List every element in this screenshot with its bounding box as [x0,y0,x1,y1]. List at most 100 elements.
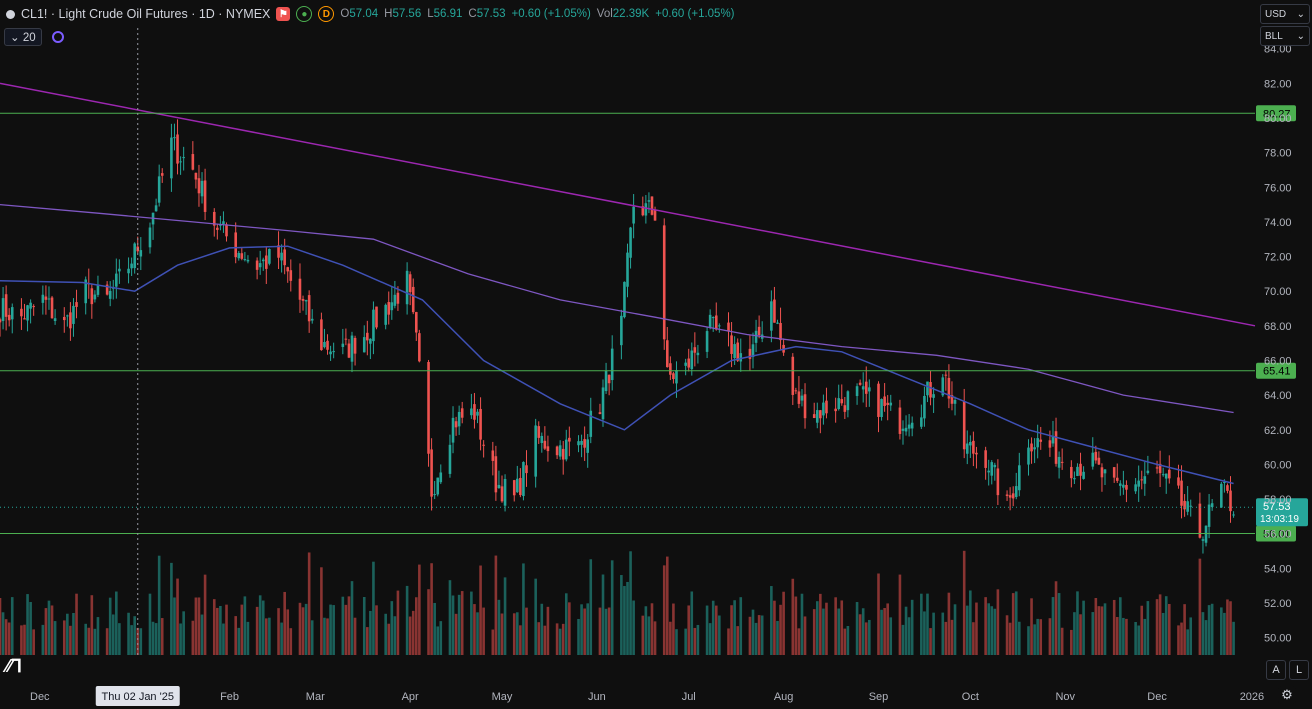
volume-bar [258,595,262,655]
candle-body [534,425,537,477]
candle-body [1039,439,1043,442]
volume-bars [0,550,1235,655]
volume-bar [727,628,730,655]
candle-body [1186,501,1189,512]
volume-bar [1030,598,1033,655]
candle-body [133,243,136,269]
log-scale-button[interactable]: L [1289,660,1309,680]
candle-body [757,326,761,336]
candle-body [191,154,195,170]
volume-bar [1008,622,1012,655]
volume-bar [20,625,23,655]
volume-bar [669,621,672,655]
y-tick-label: 58.00 [1264,494,1292,506]
volume-bar [127,612,130,655]
candle-body [861,386,865,390]
candle-body [730,335,733,354]
symbol-header: CL1! · Light Crude Oil Futures · 1D · NY… [0,0,1240,28]
auto-scale-button[interactable]: A [1266,660,1286,680]
candle-body [1008,495,1012,498]
candle-body [375,306,378,328]
volume-bar [268,617,271,655]
candle-body [1183,500,1186,510]
y-tick-label: 68.00 [1264,321,1292,333]
volume-bar [1161,612,1165,655]
symbol-title[interactable]: CL1! · Light Crude Oil Futures · 1D · NY… [21,7,271,21]
candle-body [390,302,394,311]
volume-bar [696,624,700,655]
candle-body [1079,463,1082,476]
volume-bar [1091,612,1095,655]
volume-bar [800,593,804,655]
candle-body [1030,443,1033,452]
candle-body [883,396,886,406]
volume-bar [580,604,583,655]
volume-bar [794,596,798,655]
volume-bar [23,624,26,655]
candle-body [393,294,397,306]
candle-body [280,252,283,261]
volume-bar [868,619,871,655]
volume-bar [714,605,718,655]
volume-bar [748,616,752,655]
candle-body [1091,452,1095,467]
candle-body [641,206,645,216]
volume-bar [751,609,755,655]
volume-bar [329,604,332,655]
volume-bar [41,624,45,655]
volume-bar [754,622,758,655]
candle-body [751,344,755,357]
volume-bar [277,608,280,655]
candle-body [653,209,657,221]
volume-bar [216,607,219,655]
candle-body [1073,478,1076,480]
candle-body [179,161,182,163]
volume-bar [237,627,241,655]
candle-body [457,411,461,427]
volume-bar [1027,626,1030,655]
volume-bar [369,610,372,655]
candle-body [969,441,972,446]
volume-bar [326,618,329,655]
chevron-down-icon: ⌄ [1296,8,1305,20]
volume-bar [433,602,436,655]
candle-body [148,227,152,248]
volume-bar [448,580,452,655]
volume-bar [779,604,782,655]
candle-body [690,350,694,370]
volume-bar [840,600,844,655]
currency-select[interactable]: USD ⌄ [1260,4,1310,24]
volume-bar [219,605,222,655]
volume-bar [858,614,862,655]
last-price-badge [1256,498,1308,527]
candle-body [176,134,179,164]
volume-bar [644,606,648,655]
candle-body [776,322,779,324]
candle-body [1140,479,1144,481]
unit-select[interactable]: BLL ⌄ [1260,26,1310,46]
indicator-settings-icon[interactable] [51,31,64,43]
candle-body [815,410,819,423]
volume-bar [26,594,29,655]
candle-body [154,205,158,212]
flag-icon[interactable]: ⚑ [276,7,291,21]
candle-body [454,421,458,428]
candle-body [846,391,850,411]
candle-body [405,270,409,305]
volume-bar [947,592,951,655]
level-label-bg [1256,525,1296,542]
volume-bar [546,606,550,655]
volume-bar [953,604,957,655]
x-tick-label: Dec [30,691,50,703]
candle-body [610,348,614,381]
candle-body [1204,525,1208,543]
ma-length-chip[interactable]: ⌄ 20 [4,28,42,46]
settings-gear-icon[interactable]: ⚙ [1278,686,1296,704]
volume-bar [846,625,850,655]
volume-bar [84,623,88,655]
candle-body [1207,504,1211,527]
candle-body [1137,480,1140,487]
candle-body [369,338,372,344]
volume-bar [396,590,400,655]
